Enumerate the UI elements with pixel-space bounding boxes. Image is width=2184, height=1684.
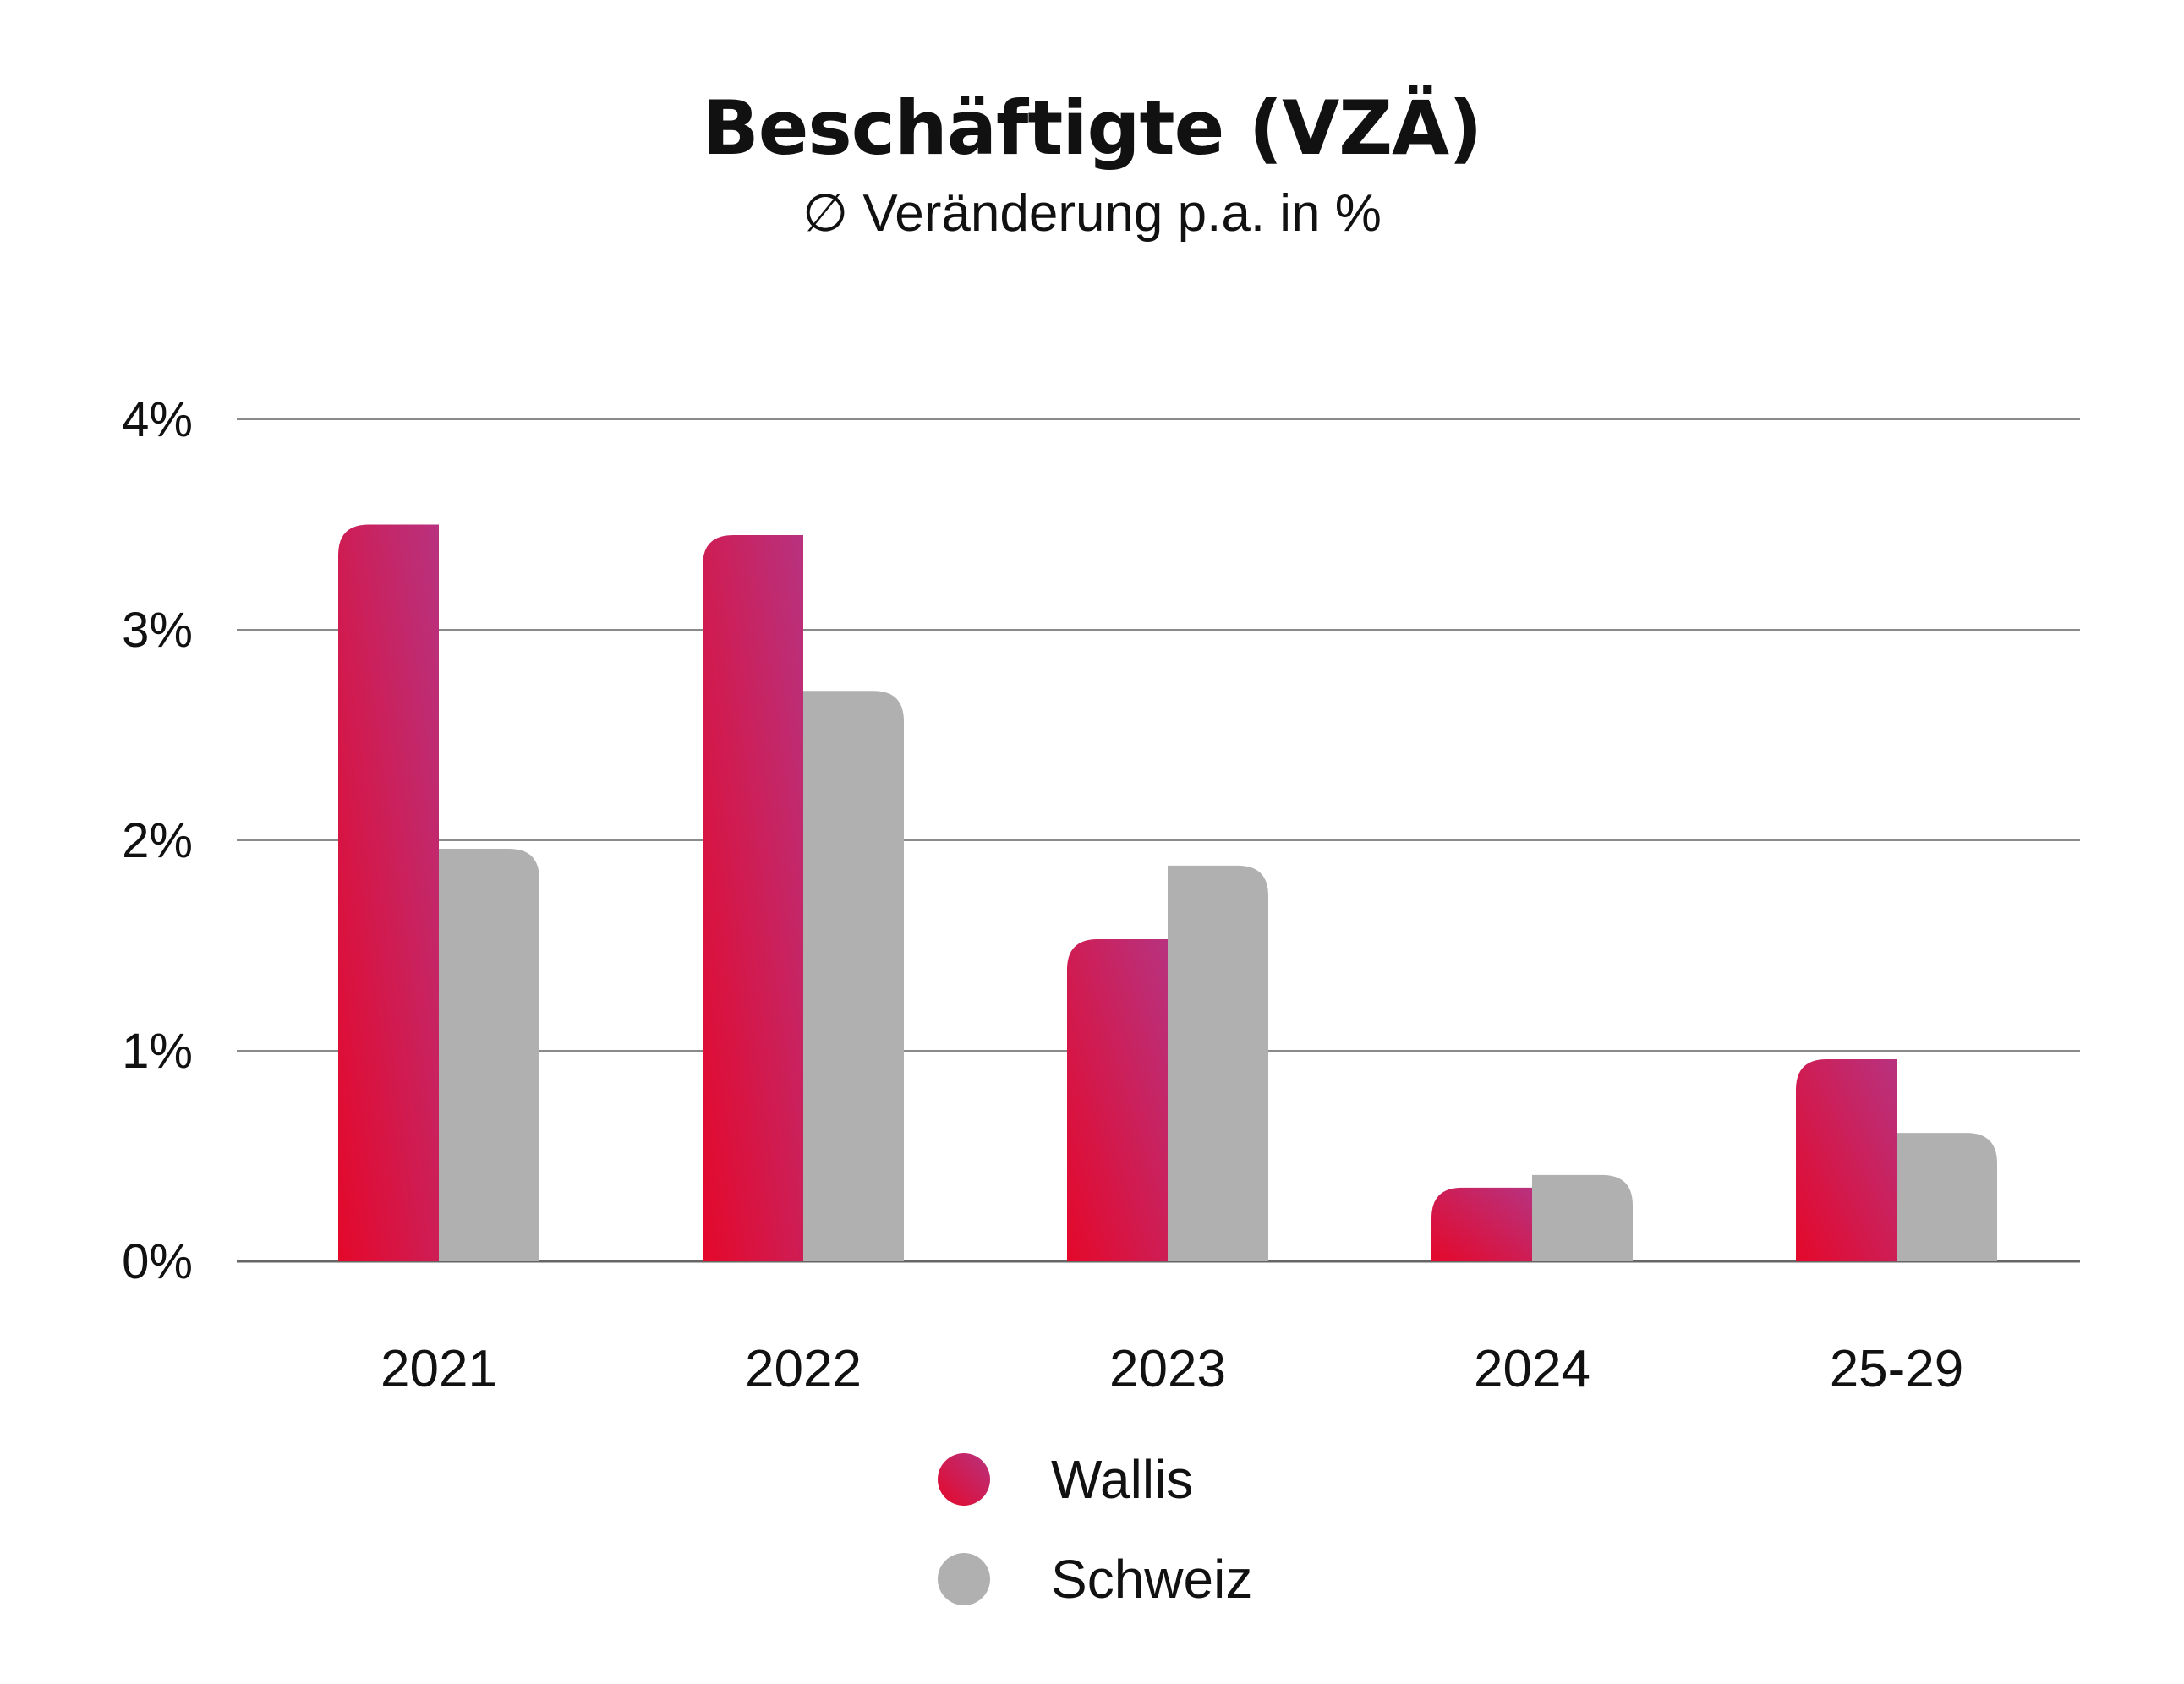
legend-marker-wallis [938,1453,990,1506]
bar-schweiz-2021 [439,848,539,1261]
legend-label-schweiz: Schweiz [1051,1549,1252,1610]
bar-wallis-2024 [1431,1187,1532,1261]
y-axis: 0% 1% 2% 3% 4% [122,392,193,1289]
x-axis: 2021 2022 2023 2024 25-29 [380,1340,1963,1398]
bar-wallis-2022 [703,534,803,1261]
legend: Wallis Schweiz [938,1449,1252,1610]
x-tick-label: 2021 [380,1340,497,1398]
x-tick-label: 25-29 [1830,1340,1964,1398]
bar-schweiz-25-29 [1897,1133,1997,1261]
legend-marker-schweiz [938,1553,990,1605]
y-tick-label: 1% [122,1024,193,1079]
legend-label-wallis: Wallis [1051,1449,1193,1510]
bar-wallis-2023 [1067,939,1168,1261]
y-tick-label: 3% [122,603,193,658]
x-tick-label: 2024 [1474,1340,1590,1398]
chart-subtitle: ∅ Veränderung p.a. in % [802,184,1382,243]
bar-wallis-2021 [338,524,439,1261]
bar-schweiz-2023 [1168,865,1268,1261]
y-tick-label: 0% [122,1234,193,1289]
bars [338,524,1997,1261]
y-tick-label: 2% [122,813,193,868]
bar-schweiz-2022 [803,691,904,1261]
bar-schweiz-2024 [1532,1174,1633,1261]
y-tick-label: 4% [122,392,193,447]
x-tick-label: 2023 [1109,1340,1226,1398]
bar-wallis-25-29 [1796,1058,1897,1261]
x-tick-label: 2022 [745,1340,862,1398]
chart-title: Beschäftigte (VZÄ) [702,85,1483,172]
